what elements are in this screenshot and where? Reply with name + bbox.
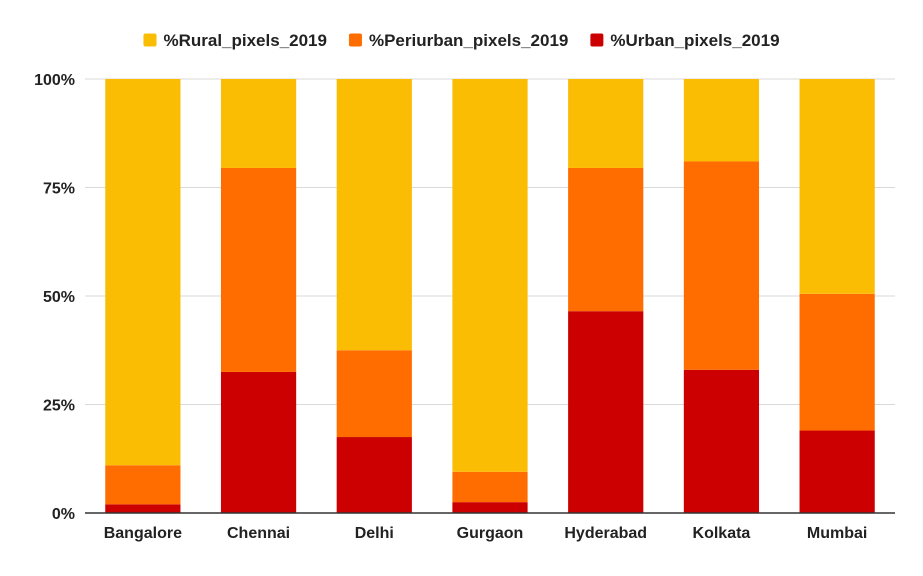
bar-group-gurgaon xyxy=(452,79,528,513)
bar-gurgaon-urban-pixels-2019 xyxy=(452,502,528,513)
bar-group-delhi xyxy=(336,79,412,513)
legend-label: %Periurban_pixels_2019 xyxy=(369,31,568,50)
y-tick-label: 100% xyxy=(34,72,75,89)
bar-hyderabad-rural-pixels-2019 xyxy=(568,79,644,168)
bar-chennai-periurban-pixels-2019 xyxy=(220,167,297,372)
bar-group-bangalore xyxy=(105,79,181,513)
legend-label: %Urban_pixels_2019 xyxy=(610,31,779,50)
y-tick-label: 75% xyxy=(43,181,75,198)
bar-kolkata-urban-pixels-2019 xyxy=(683,369,760,513)
bar-delhi-urban-pixels-2019 xyxy=(336,437,412,513)
bar-group-mumbai xyxy=(799,79,875,513)
y-axis: 0% 25% 50% 75% 100% xyxy=(34,72,75,523)
x-tick-label: Bangalore xyxy=(104,525,182,542)
bar-gurgaon-periurban-pixels-2019 xyxy=(452,471,528,503)
bar-mumbai-periurban-pixels-2019 xyxy=(799,293,875,431)
bar-chennai-urban-pixels-2019 xyxy=(220,371,297,513)
legend-swatch xyxy=(348,33,362,47)
bar-mumbai-urban-pixels-2019 xyxy=(799,430,875,513)
bar-group-chennai xyxy=(220,79,297,513)
bar-bangalore-urban-pixels-2019 xyxy=(105,504,181,513)
bar-mumbai-rural-pixels-2019 xyxy=(799,79,875,294)
x-tick-label: Chennai xyxy=(227,525,290,542)
x-axis: Bangalore Chennai Delhi Gurgaon Hyderabad Kol… xyxy=(85,512,895,542)
legend-swatch xyxy=(143,33,157,47)
bar-delhi-rural-pixels-2019 xyxy=(336,79,412,351)
bar-bangalore-rural-pixels-2019 xyxy=(105,79,181,466)
legend-item-urban-pixels-2019: %Urban_pixels_2019 xyxy=(590,31,780,50)
x-tick-label: Delhi xyxy=(355,525,394,542)
bar-hyderabad-periurban-pixels-2019 xyxy=(568,167,644,312)
bar-delhi-periurban-pixels-2019 xyxy=(336,350,412,438)
legend: %Rural_pixels_2019 %Periurban_pixels_2019… xyxy=(143,31,780,50)
bar-kolkata-periurban-pixels-2019 xyxy=(683,161,760,370)
bar-bangalore-periurban-pixels-2019 xyxy=(105,465,181,505)
bar-gurgaon-rural-pixels-2019 xyxy=(452,79,528,472)
bar-chennai-rural-pixels-2019 xyxy=(220,79,297,168)
legend-label: %Rural_pixels_2019 xyxy=(163,31,327,50)
legend-swatch xyxy=(590,33,604,47)
y-tick-label: 25% xyxy=(43,398,75,415)
y-tick-label: 0% xyxy=(52,506,75,523)
bar-group-hyderabad xyxy=(568,79,644,513)
x-tick-label: Mumbai xyxy=(807,525,867,542)
x-tick-label: Gurgaon xyxy=(457,525,524,542)
bar-kolkata-rural-pixels-2019 xyxy=(683,79,760,162)
legend-item-periurban-pixels-2019: %Periurban_pixels_2019 xyxy=(348,31,568,50)
bar-group-kolkata xyxy=(683,79,760,513)
bars xyxy=(105,79,875,513)
bar-hyderabad-urban-pixels-2019 xyxy=(568,311,644,513)
x-tick-label: Hyderabad xyxy=(564,525,647,542)
x-tick-label: Kolkata xyxy=(693,525,751,542)
legend-item-rural-pixels-2019: %Rural_pixels_2019 xyxy=(143,31,327,50)
y-tick-label: 50% xyxy=(43,289,75,306)
